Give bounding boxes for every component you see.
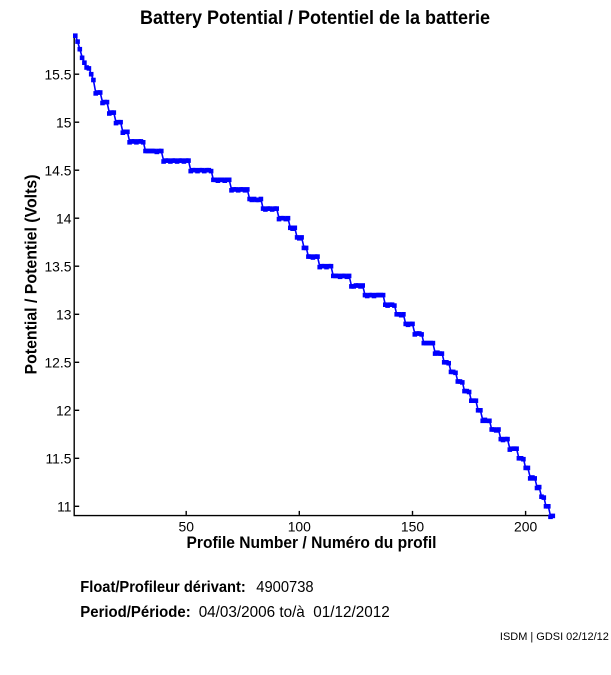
svg-text:200: 200 [514, 519, 537, 535]
svg-text:14: 14 [56, 211, 72, 227]
svg-text:150: 150 [401, 519, 424, 535]
svg-text:11.5: 11.5 [45, 451, 71, 467]
svg-text:Potential / Potentiel (Volts): Potential / Potentiel (Volts) [22, 175, 41, 375]
svg-text:13.5: 13.5 [44, 259, 71, 275]
svg-text:Battery Potential / Potentiel: Battery Potential / Potentiel de la batt… [140, 8, 490, 29]
svg-text:15: 15 [56, 115, 72, 131]
svg-text:11: 11 [57, 499, 72, 515]
svg-text:Period/Période:: Period/Période: [80, 604, 190, 621]
svg-text:13: 13 [56, 307, 72, 323]
svg-text:15.5: 15.5 [44, 67, 71, 83]
svg-text:50: 50 [178, 519, 194, 535]
svg-text:ISDM | GDSI 02/12/12: ISDM | GDSI 02/12/12 [500, 631, 609, 643]
svg-text:4900738: 4900738 [256, 579, 313, 596]
svg-text:12.5: 12.5 [44, 355, 71, 371]
svg-text:100: 100 [288, 519, 311, 535]
svg-text:Profile Number / Numéro du pro: Profile Number / Numéro du profil [187, 533, 437, 552]
svg-text:04/03/2006 to/à 01/12/2012: 04/03/2006 to/à 01/12/2012 [199, 604, 390, 621]
svg-text:14.5: 14.5 [44, 163, 71, 179]
svg-text:Float/Profileur dérivant:: Float/Profileur dérivant: [80, 579, 246, 596]
svg-text:12: 12 [56, 403, 72, 419]
